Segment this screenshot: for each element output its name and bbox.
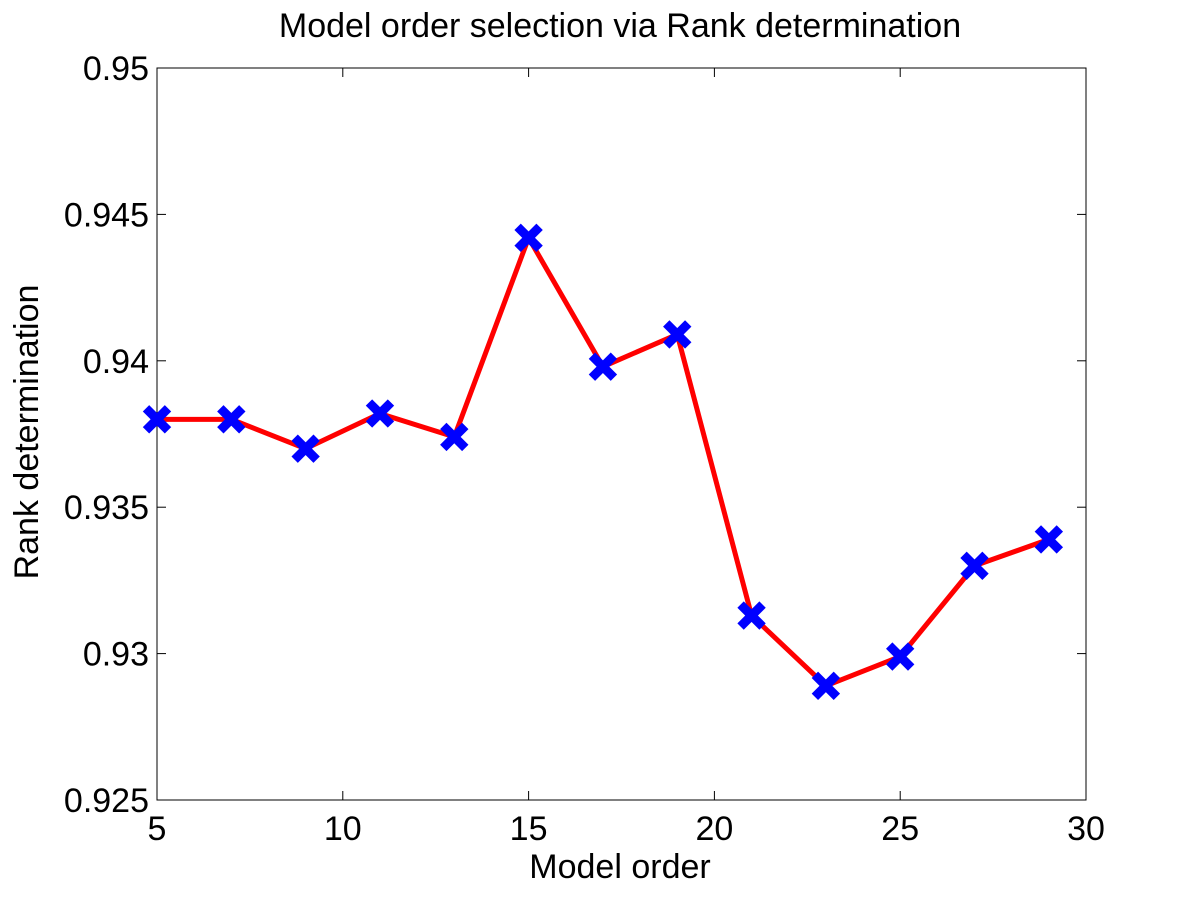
x-tick-label: 25 <box>881 810 919 848</box>
y-tick-label: 0.945 <box>64 196 149 234</box>
x-tick-label: 5 <box>148 810 167 848</box>
y-tick-labels: 0.925 0.93 0.935 0.94 0.945 0.95 <box>64 50 149 820</box>
data-point-marker <box>440 422 469 452</box>
data-point-marker <box>588 352 618 381</box>
chart-title: Model order selection via Rank determina… <box>279 7 961 45</box>
data-point-marker <box>811 671 841 700</box>
data-point-marker <box>291 434 320 463</box>
x-tick-label: 10 <box>324 810 362 848</box>
x-tick-label: 20 <box>695 810 733 848</box>
data-point-marker <box>886 642 915 671</box>
x-tick-label: 30 <box>1067 810 1105 848</box>
data-point-marker <box>365 399 395 428</box>
axis-ticks <box>156 67 1087 801</box>
data-point-marker <box>217 405 246 434</box>
x-tick-label: 15 <box>510 810 548 848</box>
data-point-marker <box>142 405 172 434</box>
data-point-marker <box>514 223 543 253</box>
y-axis-label: Rank determination <box>8 285 46 580</box>
series-markers <box>142 223 1064 700</box>
y-tick-label: 0.925 <box>64 782 149 820</box>
data-point-marker <box>663 320 692 349</box>
data-point-marker <box>960 551 989 580</box>
y-tick-label: 0.94 <box>83 343 149 381</box>
data-point-marker <box>737 601 766 630</box>
y-tick-label: 0.93 <box>83 636 149 674</box>
x-axis-label: Model order <box>529 848 710 886</box>
plot-area <box>156 67 1087 801</box>
y-tick-label: 0.95 <box>83 50 149 88</box>
data-point-marker <box>1034 525 1064 554</box>
y-tick-label: 0.935 <box>64 489 149 527</box>
x-tick-labels: 5 10 15 20 25 30 <box>148 810 1105 848</box>
